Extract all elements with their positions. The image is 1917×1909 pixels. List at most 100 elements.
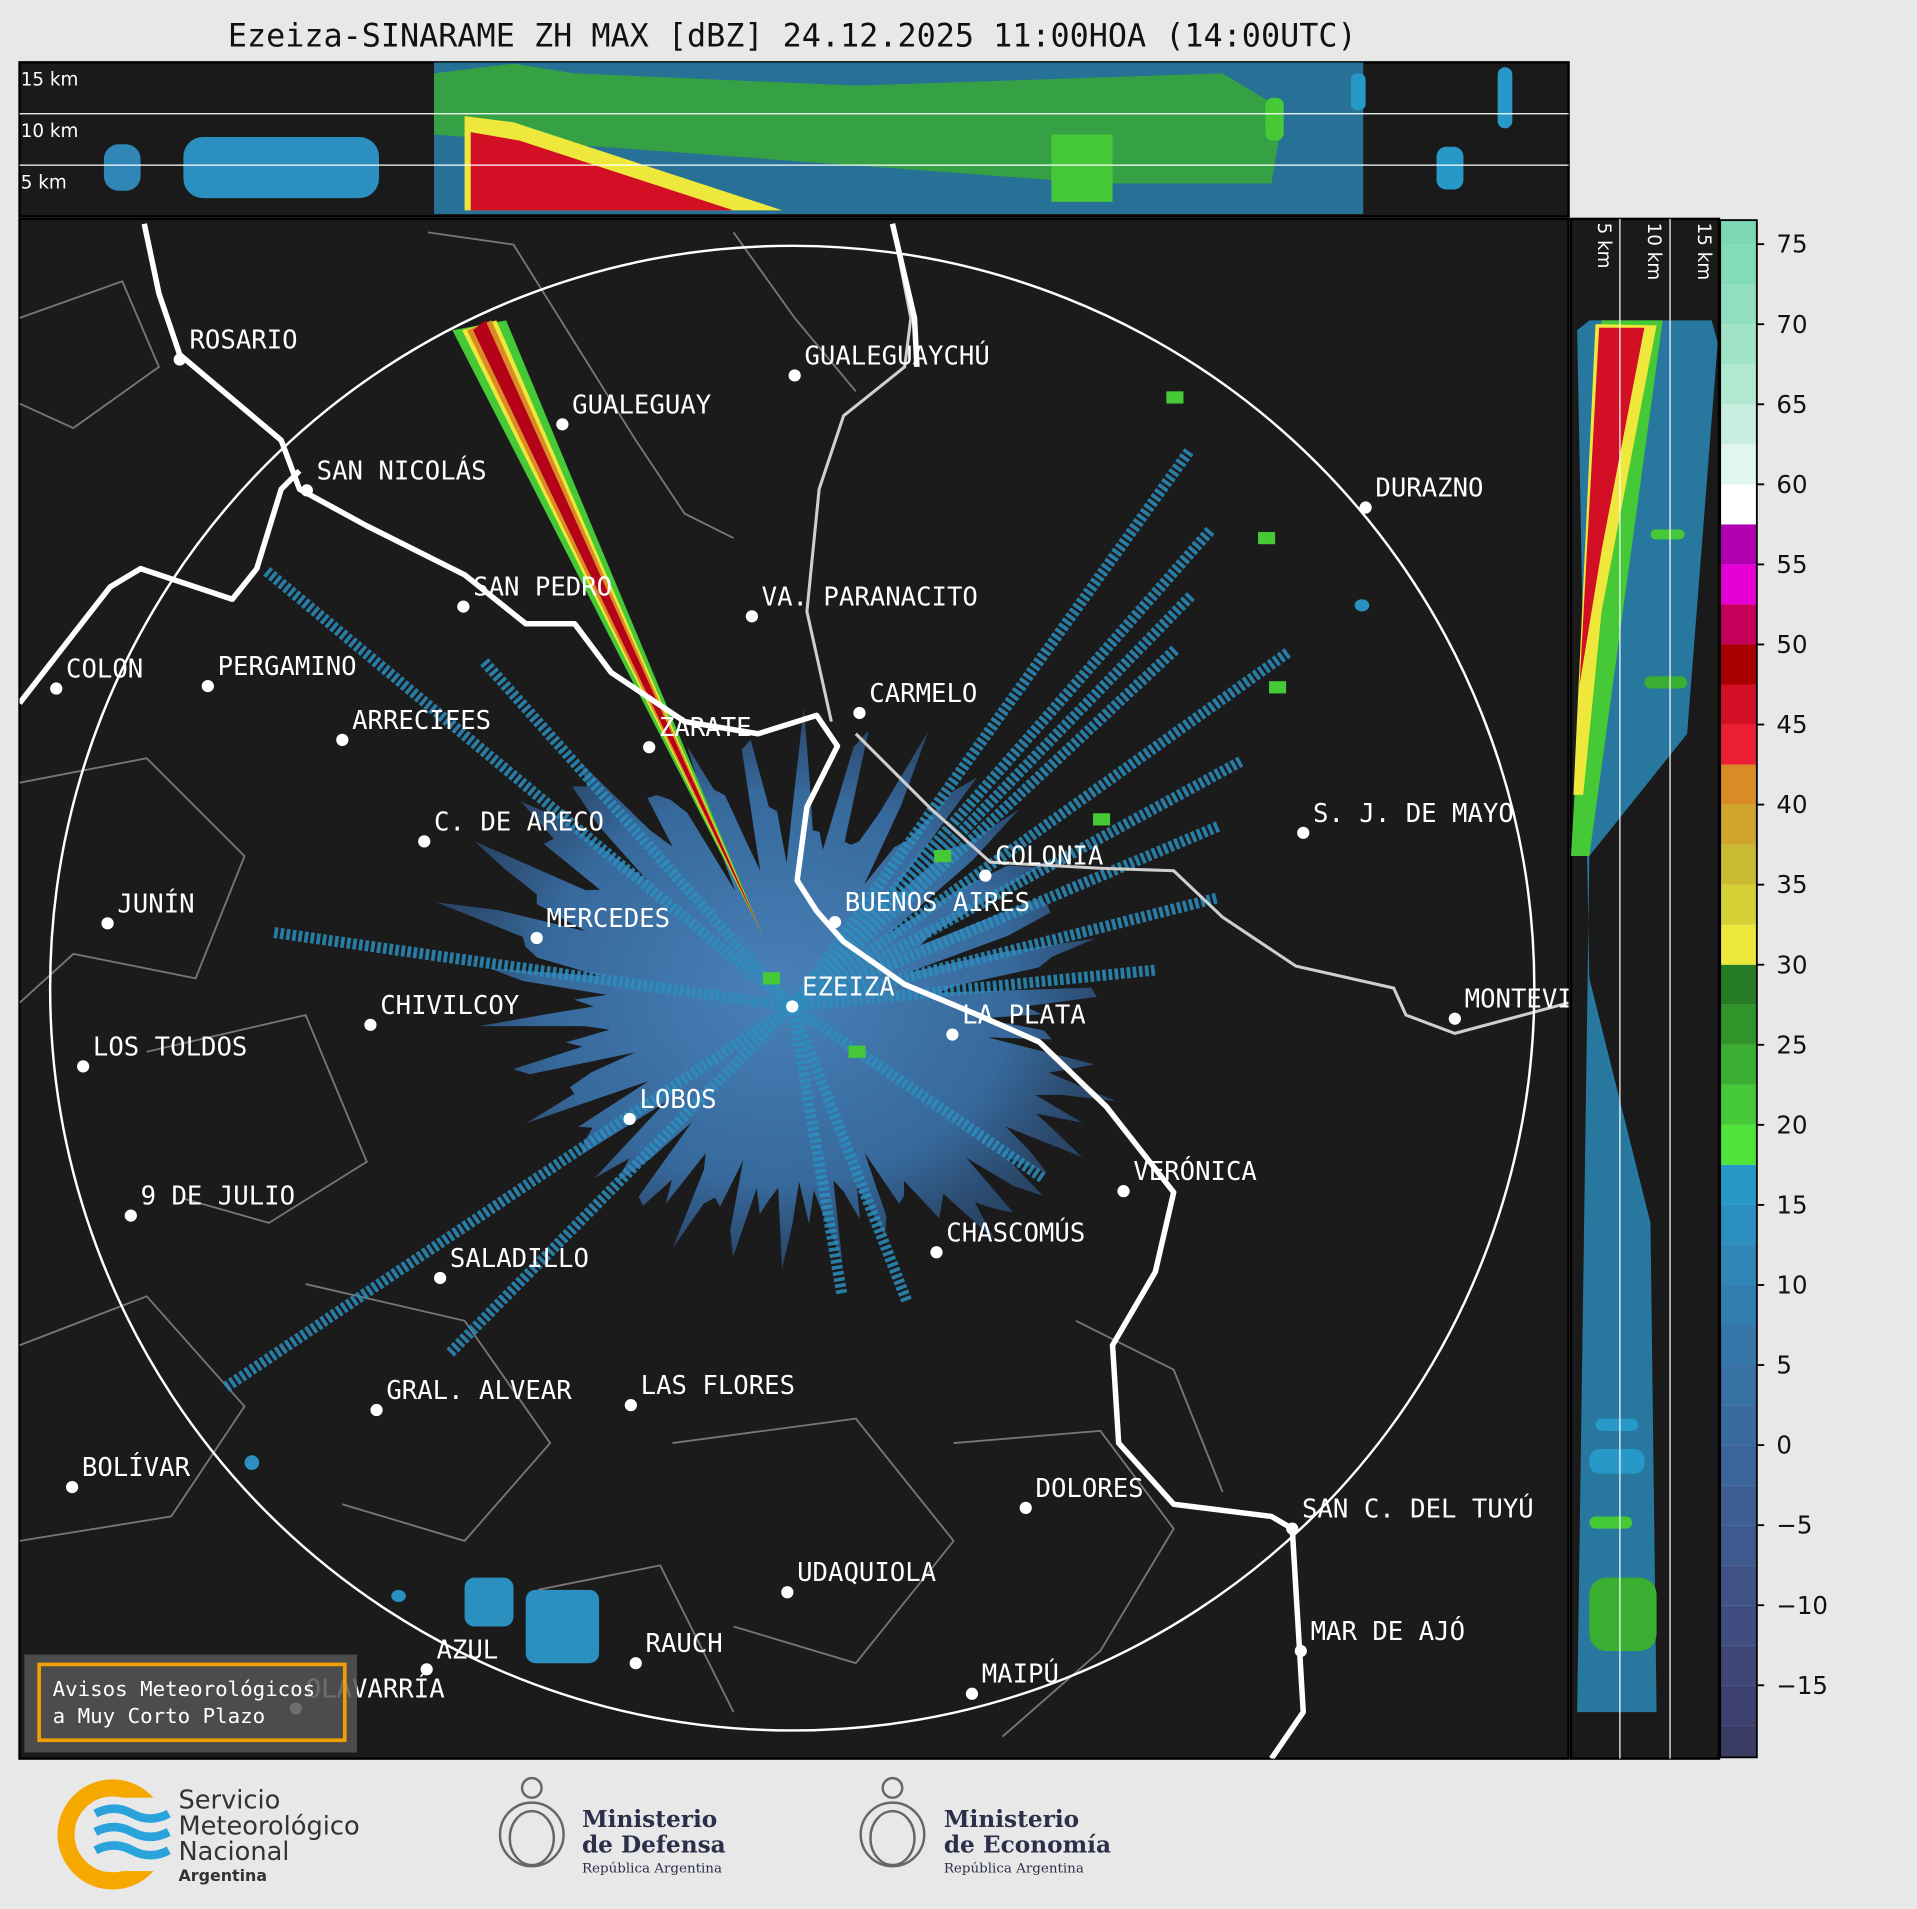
- city-dot: [434, 1271, 447, 1285]
- city-label: RAUCH: [646, 1629, 723, 1659]
- height-label: 15 km: [21, 70, 79, 91]
- city-dot: [77, 1060, 90, 1073]
- colorbar-tick-label: 10: [1776, 1271, 1807, 1300]
- colorbar-tick-label: 25: [1776, 1030, 1807, 1059]
- footer-text: Ministerio: [944, 1806, 1079, 1833]
- colorbar-segment: [1720, 1485, 1757, 1526]
- notice-box[interactable]: [37, 1662, 347, 1743]
- city-label: C. DE ARECO: [434, 807, 604, 837]
- city-dot: [66, 1480, 79, 1494]
- notice-text: Avisos Meteorológicos: [53, 1677, 316, 1701]
- top-section: 15 km 10 km 5 km: [18, 61, 1570, 218]
- city-dot: [965, 1687, 979, 1700]
- notice-bg: [24, 1654, 357, 1753]
- colorbar-segment: [1720, 1204, 1757, 1245]
- colorbar-segment: [1720, 1525, 1757, 1566]
- colorbar-segment: [1720, 964, 1757, 1005]
- city-label: COLON: [66, 655, 143, 685]
- city-label: GRAL. ALVEAR: [386, 1376, 572, 1406]
- radar-echoes: [220, 320, 1370, 1664]
- city-dot: [300, 484, 313, 497]
- city-label: ZARATE: [659, 713, 752, 743]
- colorbar-segment: [1720, 404, 1757, 445]
- height-label: 5 km: [21, 172, 67, 193]
- city-dot: [786, 1000, 799, 1013]
- colorbar-segment: [1720, 1325, 1757, 1366]
- colorbar-tick-label: 70: [1776, 310, 1807, 339]
- colorbar-segment: [1720, 1004, 1757, 1045]
- echo-ray: [788, 590, 1197, 1011]
- colorbar-segment: [1720, 1645, 1757, 1686]
- city-label: ROSARIO: [189, 326, 297, 356]
- city-label: LA PLATA: [962, 1001, 1086, 1031]
- echo-streak: [462, 320, 762, 934]
- city-dot: [173, 353, 186, 366]
- footer-text: de Economía: [944, 1832, 1111, 1859]
- city-dot: [946, 1028, 959, 1041]
- city-dot: [1297, 826, 1310, 839]
- echo-ray: [220, 1001, 796, 1393]
- city-label: BUENOS AIRES: [845, 888, 1030, 918]
- echo-streak: [467, 320, 762, 934]
- footer-text: República Argentina: [944, 1861, 1084, 1876]
- city-dot: [364, 1018, 377, 1031]
- echo-ray: [787, 1004, 913, 1305]
- city-dot: [201, 679, 214, 693]
- height-label: 5 km: [1593, 223, 1614, 269]
- echo-cell: [244, 1455, 260, 1470]
- city-label: SAN C. DEL TUYÚ: [1302, 1493, 1534, 1525]
- colorbar-tick-label: 55: [1776, 550, 1807, 579]
- city-dot: [979, 869, 992, 882]
- colorbar-segment: [1720, 364, 1757, 405]
- echo-ray: [791, 964, 1158, 1012]
- height-label: 15 km: [1693, 223, 1714, 281]
- city-label: CARMELO: [869, 679, 977, 709]
- map: ROSARIO GUALEGUAYCHÚ GUALEGUAY SAN NICOLÁS D…: [18, 217, 1619, 1760]
- title: Ezeiza-SINARAME ZH MAX [dBZ] 24.12.2025 …: [228, 17, 1357, 54]
- colorbar-segment: [1720, 924, 1757, 965]
- colorbar-segment: [1720, 1445, 1757, 1486]
- colorbar-tick-label: 40: [1776, 790, 1807, 819]
- echo-cell: [1269, 681, 1287, 694]
- colorbar-segment: [1720, 220, 1757, 245]
- colorbar-segment: [1720, 1605, 1757, 1646]
- city-dot: [1286, 1522, 1299, 1535]
- city-dot: [1448, 1012, 1461, 1025]
- colorbar-segment: [1720, 444, 1757, 485]
- echo-ray: [790, 892, 1221, 1012]
- colorbar-segment: [1720, 284, 1757, 325]
- footer-text: Nacional: [178, 1837, 289, 1867]
- city-dot: [370, 1403, 383, 1417]
- colorbar-segment: [1720, 1685, 1757, 1726]
- city-dot: [788, 369, 801, 382]
- city-dot: [124, 1209, 137, 1222]
- cities: ROSARIO GUALEGUAYCHÚ GUALEGUAY SAN NICOLÁS D…: [50, 326, 1619, 1715]
- colorbar-segment: [1720, 1284, 1757, 1326]
- city-dot: [853, 706, 866, 720]
- colorbar-tick-label: 20: [1776, 1110, 1807, 1139]
- echo-cell: [1258, 531, 1276, 545]
- colorbar-tick-label: 0: [1776, 1431, 1792, 1460]
- city-label: PERGAMINO: [218, 652, 357, 682]
- echo-ray: [789, 755, 1246, 1012]
- city-label: S. J. DE MAYO: [1313, 799, 1514, 829]
- colorbar-segment: [1720, 884, 1757, 925]
- city-label: MONTEVIDEO: [1465, 985, 1619, 1015]
- colorbar-segment: [1720, 524, 1757, 565]
- city-label: COLONIA: [995, 842, 1103, 872]
- colorbar-segment: [1720, 1164, 1757, 1205]
- city-label: DOLORES: [1036, 1474, 1144, 1504]
- echo-cell: [464, 1577, 514, 1627]
- colorbar-tick-label: 15: [1776, 1190, 1807, 1219]
- city-dot: [930, 1246, 943, 1259]
- city-label: MAIPÚ: [982, 1658, 1059, 1690]
- echo-ray: [261, 565, 796, 1011]
- city-label: DURAZNO: [1375, 474, 1483, 504]
- echo-cell: [848, 1045, 866, 1058]
- echo-cell: [525, 1589, 600, 1664]
- city-label: SAN NICOLÁS: [317, 454, 487, 486]
- footer-text: Argentina: [178, 1866, 267, 1885]
- city-label: LOS TOLDOS: [93, 1032, 247, 1062]
- city-dot: [556, 418, 569, 431]
